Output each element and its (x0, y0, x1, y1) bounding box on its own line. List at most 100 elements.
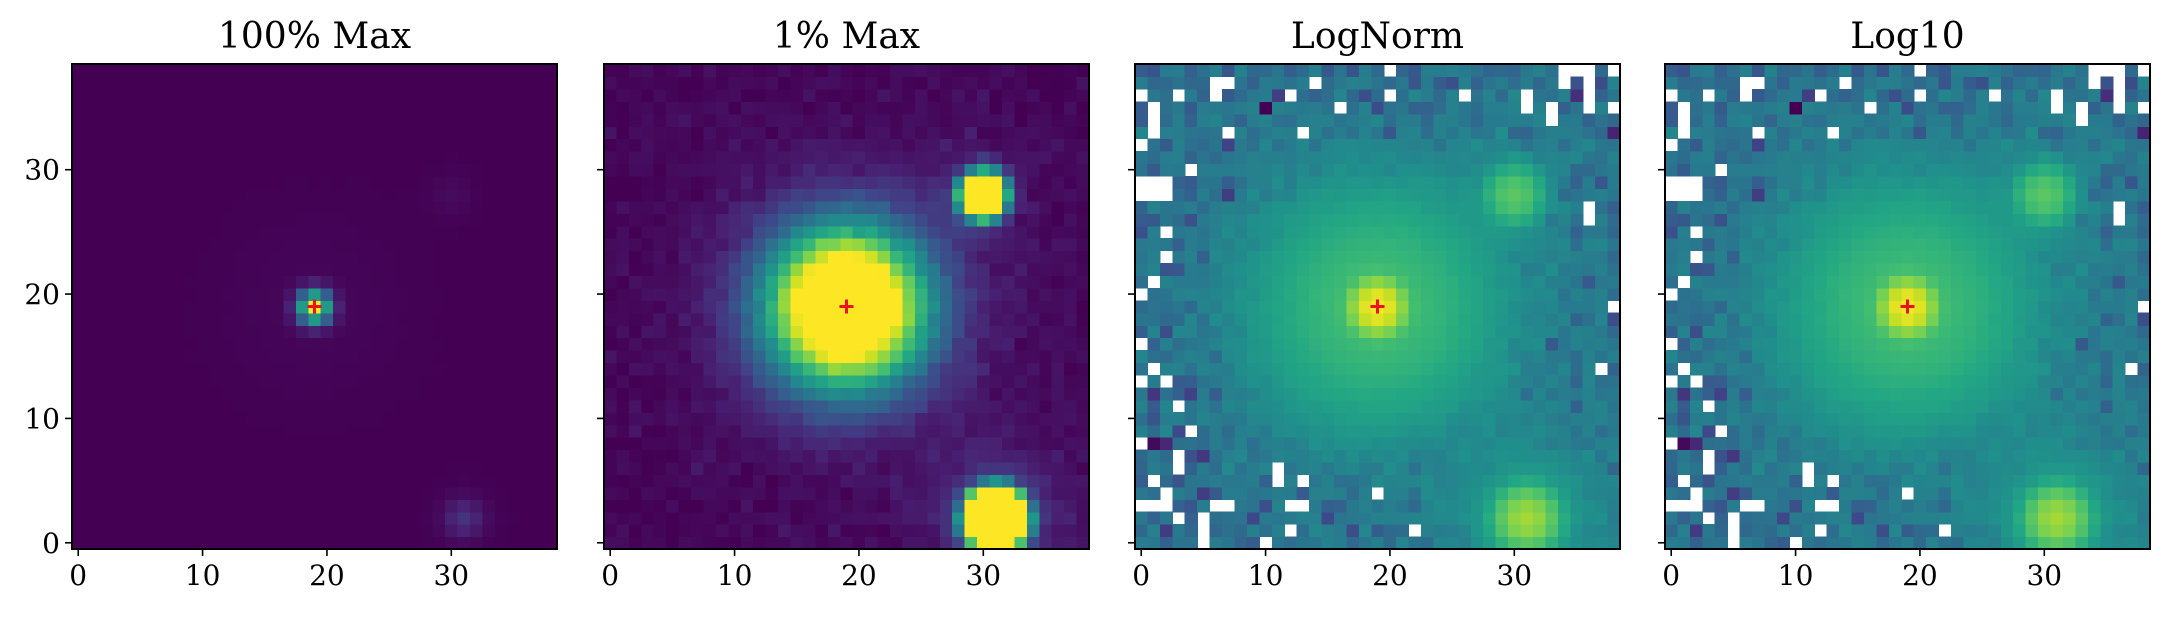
heatmap-cell (295, 76, 309, 90)
heatmap-cell (1234, 113, 1248, 127)
heatmap-cell (778, 225, 792, 239)
heatmap-cell (1532, 250, 1546, 264)
heatmap-cell (604, 64, 618, 78)
heatmap-cell (1259, 374, 1273, 388)
heatmap-cell (753, 64, 767, 78)
heatmap-cell (1433, 200, 1447, 214)
heatmap-cell (482, 300, 496, 314)
heatmap-cell (1988, 412, 2002, 426)
heatmap-cell (939, 474, 953, 488)
heatmap-cell (1246, 175, 1260, 189)
heatmap-cell (1396, 499, 1410, 513)
heatmap-cell (1433, 424, 1447, 438)
heatmap-cell (877, 250, 891, 264)
heatmap-cell (1184, 387, 1198, 401)
heatmap-cell (1963, 424, 1977, 438)
heatmap-cell (1557, 213, 1571, 227)
heatmap-cell (678, 461, 692, 475)
heatmap-cell (544, 275, 558, 289)
heatmap-cell (815, 437, 829, 451)
heatmap-cell (1470, 511, 1484, 525)
heatmap-cell (653, 387, 667, 401)
heatmap-cell (395, 113, 409, 127)
heatmap-cell (1296, 275, 1310, 289)
heatmap-cell (407, 486, 421, 500)
heatmap-cell (432, 175, 446, 189)
y-tick-label: 10 (24, 402, 60, 435)
heatmap-cell (1532, 213, 1546, 227)
heatmap-cell (457, 138, 471, 152)
heatmap-cell (1520, 437, 1534, 451)
heatmap-cell (1246, 387, 1260, 401)
heatmap-cell (939, 250, 953, 264)
heatmap-cell (1321, 511, 1335, 525)
heatmap-cell (2000, 524, 2014, 538)
heatmap-cell (109, 138, 123, 152)
heatmap-cell (703, 461, 717, 475)
heatmap-cell (2038, 524, 2052, 538)
heatmap-cell (877, 101, 891, 115)
heatmap-cell (1051, 200, 1065, 214)
heatmap-cell (159, 101, 173, 115)
heatmap-cell (183, 325, 197, 339)
heatmap-cell (196, 337, 210, 351)
heatmap-cell (1727, 449, 1741, 463)
heatmap-cell (221, 499, 235, 513)
heatmap-cell (420, 76, 434, 90)
heatmap-cell (1358, 350, 1372, 364)
heatmap-cell (939, 362, 953, 376)
heatmap-cell (1222, 113, 1236, 127)
heatmap-cell (1197, 188, 1211, 202)
heatmap-cell (1582, 536, 1596, 550)
heatmap-cell (395, 337, 409, 351)
heatmap-cell (1246, 474, 1260, 488)
heatmap-cell (753, 200, 767, 214)
heatmap-cell (532, 399, 546, 413)
heatmap-cell (827, 486, 841, 500)
heatmap-cell (345, 449, 359, 463)
heatmap-cell (1607, 437, 1621, 451)
heatmap-cell (1271, 511, 1285, 525)
heatmap-cell (1346, 151, 1360, 165)
heatmap-cell (1445, 287, 1459, 301)
heatmap-cell (1383, 325, 1397, 339)
heatmap-cell (877, 399, 891, 413)
heatmap-cell (1209, 461, 1223, 475)
heatmap-cell (308, 101, 322, 115)
heatmap-cell (507, 399, 521, 413)
heatmap-cell (1689, 524, 1703, 538)
heatmap-cell (1209, 449, 1223, 463)
heatmap-cell (666, 300, 680, 314)
heatmap-cell (1495, 200, 1509, 214)
heatmap-cell (1545, 88, 1559, 102)
heatmap-cell (96, 213, 110, 227)
heatmap-cell (628, 362, 642, 376)
heatmap-cell (544, 437, 558, 451)
heatmap-cell (1607, 486, 1621, 500)
heatmap-cell (1246, 262, 1260, 277)
heatmap-cells (72, 64, 558, 550)
heatmap-cell (989, 250, 1003, 264)
heatmap-cell (382, 300, 396, 314)
heatmap-cell (977, 287, 991, 301)
heatmap-cell (852, 213, 866, 227)
heatmap-cell (370, 399, 384, 413)
heatmap-cell (1371, 200, 1385, 214)
heatmap-cell (765, 424, 779, 438)
heatmap-cell (1570, 287, 1584, 301)
heatmap-cell (246, 88, 260, 102)
heatmap-cell (890, 138, 904, 152)
heatmap-cell (507, 238, 521, 252)
heatmap-cell (2050, 524, 2064, 538)
heatmap-cell (1284, 151, 1298, 165)
heatmap-cell (728, 350, 742, 364)
heatmap-cell (1246, 499, 1260, 513)
heatmap-cell (1358, 101, 1372, 115)
heatmap-cell (221, 175, 235, 189)
heatmap-cell (1570, 337, 1584, 351)
heatmap-cell (765, 437, 779, 451)
heatmap-cell (989, 387, 1003, 401)
heatmap-cell (432, 126, 446, 140)
heatmap-cell (208, 300, 222, 314)
heatmap-cell (1814, 486, 1828, 500)
